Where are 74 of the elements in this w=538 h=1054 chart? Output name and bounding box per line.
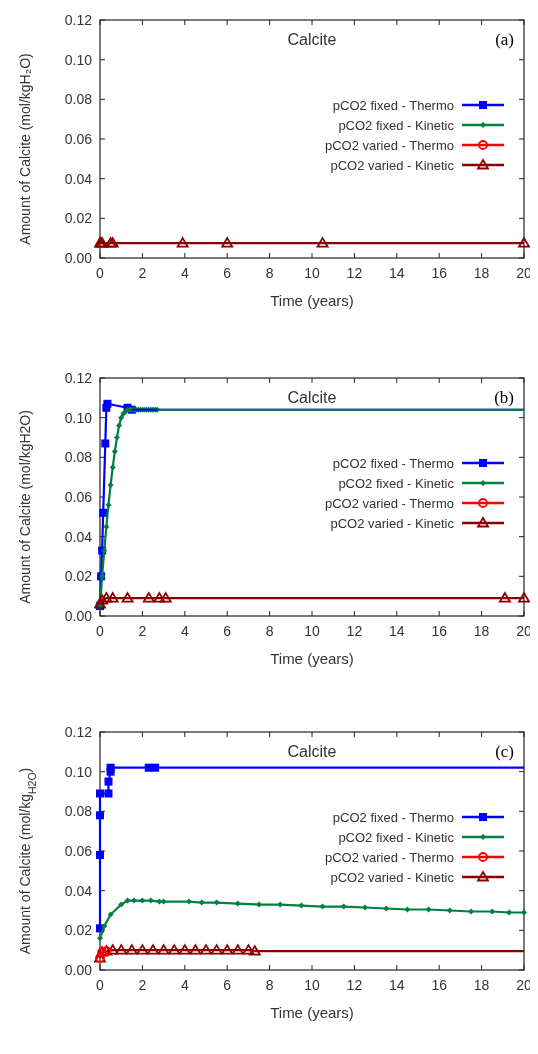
x-tick-label: 6 [223,623,232,639]
y-axis-title: Amount of Calcite (mol/kgH₂O) [17,53,33,245]
y-tick-label: 0.08 [64,449,93,466]
text: Calcite [287,31,337,48]
x-tick-label: 0 [96,265,105,281]
text: Calcite [287,389,337,406]
y-tick-label: 0.10 [64,409,93,426]
x-tick-label: 2 [138,977,147,993]
x-tick-label: 8 [265,265,274,281]
x-tick-label: 12 [346,977,363,993]
x-tick-label: 4 [180,623,189,639]
y-axis-title: Amount of Calcite (mol/kgH2O) [17,410,33,604]
y-tick-label: 0.02 [64,922,93,939]
x-tick-label: 2 [138,265,147,281]
x-tick-label: 10 [304,265,320,281]
legend-label: pCO2 varied - Kinetic [330,515,455,531]
y-tick-label: 0.12 [64,723,93,740]
y-tick-label: 0.00 [64,249,93,266]
y-tick-label: 0.02 [64,210,93,227]
x-tick-label: 2 [138,623,147,639]
y-tick-label: 0.06 [64,130,93,147]
annotation: (a) [495,30,514,49]
x-tick-label: 16 [431,265,448,281]
x-tick-label: 10 [304,977,320,993]
x-tick-label: 6 [223,977,232,993]
y-tick-label: 0.10 [64,51,93,68]
legend-label: pCO2 varied - Thermo [324,137,454,153]
x-tick-label: 18 [473,265,490,281]
x-axis-title: Time (years) [270,292,354,309]
y-tick-label: 0.10 [64,763,93,780]
x-tick-label: 16 [431,977,448,993]
y-tick-label: 0.06 [64,842,93,859]
y-tick-label: 0.04 [64,170,93,187]
x-tick-label: 0 [96,977,105,993]
x-tick-label: 8 [265,977,274,993]
annotation: (b) [494,388,514,407]
y-tick-label: 0.00 [64,607,93,624]
legend-label: pCO2 fixed - Kinetic [338,475,455,491]
x-axis-title: Time (years) [270,1004,354,1021]
legend-label: pCO2 varied - Kinetic [330,869,455,885]
x-tick-label: 14 [389,977,405,993]
legend-label: pCO2 fixed - Kinetic [338,117,455,133]
x-tick-label: 0 [96,623,105,639]
y-tick-label: 0.08 [64,91,93,108]
legend-label: pCO2 varied - Kinetic [330,157,455,173]
y-tick-label: 0.06 [64,488,93,505]
x-tick-label: 14 [389,265,405,281]
x-tick-label: 18 [473,977,490,993]
x-tick-label: 18 [473,623,490,639]
legend-label: pCO2 varied - Thermo [324,495,454,511]
x-tick-label: 12 [346,265,363,281]
legend-label: pCO2 varied - Thermo [324,849,454,865]
x-tick-label: 6 [223,265,232,281]
legend-label: pCO2 fixed - Thermo [332,455,454,471]
annotation: (c) [495,742,514,761]
x-tick-label: 4 [180,265,189,281]
x-tick-label: 10 [304,623,320,639]
legend-label: pCO2 fixed - Thermo [332,97,454,113]
text: Calcite [287,743,337,760]
x-tick-label: 14 [389,623,405,639]
y-tick-label: 0.00 [64,961,93,978]
y-tick-label: 0.04 [64,528,93,545]
x-tick-label: 4 [180,977,189,993]
y-tick-label: 0.02 [64,568,93,585]
legend-label: pCO2 fixed - Thermo [332,809,454,825]
y-tick-label: 0.12 [64,11,93,28]
y-tick-label: 0.04 [64,882,93,899]
y-tick-label: 0.12 [64,369,93,386]
x-axis-title: Time (years) [270,650,354,667]
x-tick-label: 16 [431,623,448,639]
y-tick-label: 0.08 [64,803,93,820]
x-tick-label: 12 [346,623,363,639]
legend-label: pCO2 fixed - Kinetic [338,829,455,845]
x-tick-label: 8 [265,623,274,639]
